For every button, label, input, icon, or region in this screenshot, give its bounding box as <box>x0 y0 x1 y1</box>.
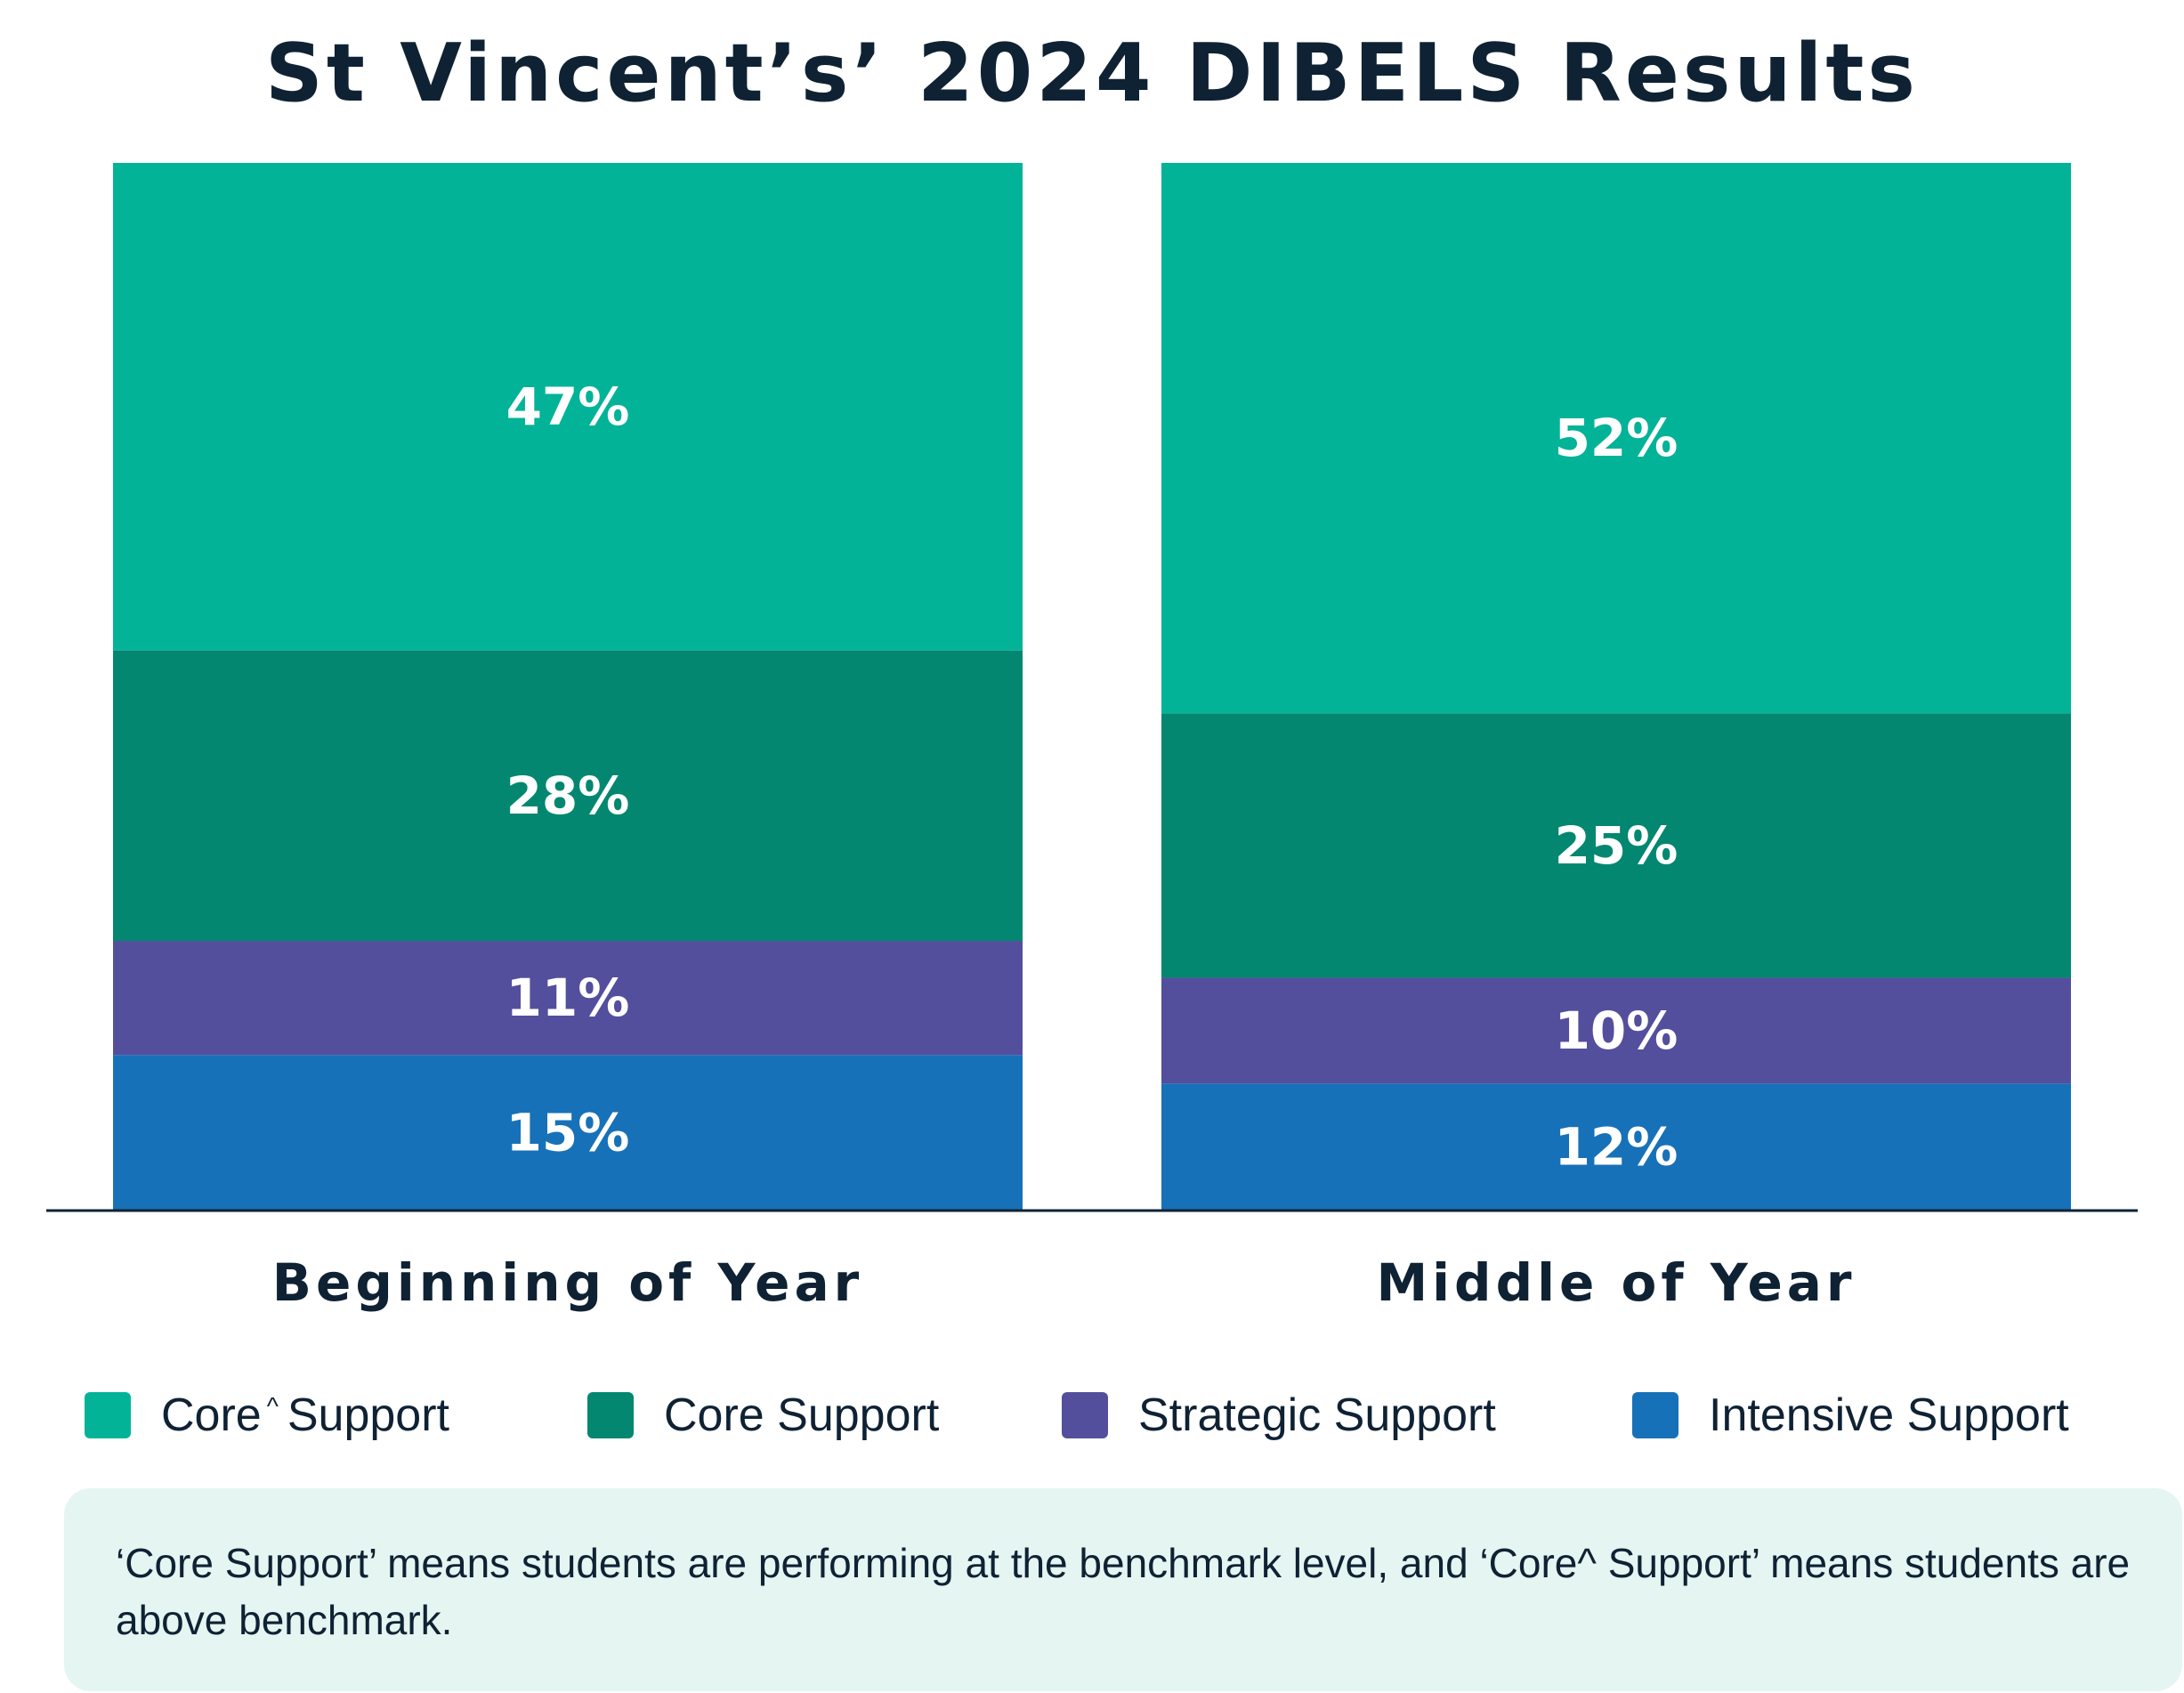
bar-segments: 15% 11% 28% 47% 12% 10% 25% 52% <box>113 163 2071 1211</box>
bar-segment <box>1161 163 2071 714</box>
legend-label-core-above: Core ^ Support <box>161 1389 449 1441</box>
category-label: Middle of Year <box>1376 1252 1856 1313</box>
bar-data-label: 52% <box>1555 408 1678 468</box>
bar-data-label: 25% <box>1555 815 1678 876</box>
bar-segment <box>113 163 1023 651</box>
legend-item-core: Core Support <box>587 1384 939 1446</box>
bar-segment <box>113 941 1023 1056</box>
footnote-box: ‘Core Support’ means students are perfor… <box>64 1488 2182 1691</box>
bar-segment <box>1161 1083 2071 1211</box>
legend-item-strategic: Strategic Support <box>1062 1384 1496 1446</box>
stacked-bar-chart: 15% 11% 28% 47% 12% 10% 25% 52% Beginning of Ye… <box>46 163 2138 1313</box>
category-labels: Beginning of Year Middle of Year <box>272 1252 1856 1313</box>
legend-item-intensive: Intensive Support <box>1632 1384 2069 1446</box>
bar-segment <box>1161 977 2071 1084</box>
legend-swatch-strategic <box>1062 1392 1108 1438</box>
legend-label-intensive: Intensive Support <box>1709 1389 2069 1441</box>
bar-data-label: 47% <box>506 377 630 437</box>
bar-data-label: 28% <box>506 765 630 826</box>
bar-data-label: 10% <box>1555 1000 1678 1061</box>
category-label: Beginning of Year <box>272 1252 863 1313</box>
legend-label-strategic: Strategic Support <box>1138 1389 1496 1441</box>
legend: Core ^ Support Core Support Strategic Supp… <box>0 1384 2184 1446</box>
legend-swatch-core <box>587 1392 634 1438</box>
footnote-text: ‘Core Support’ means students are perfor… <box>116 1540 2131 1643</box>
bar-segment <box>113 1055 1023 1211</box>
bar-data-label: 11% <box>506 968 630 1028</box>
legend-swatch-intensive <box>1632 1392 1678 1438</box>
bar-data-label: 15% <box>506 1103 630 1163</box>
legend-swatch-core-above <box>85 1392 131 1438</box>
legend-label-core: Core Support <box>664 1389 940 1441</box>
chart-title: St Vincent’s’ 2024 DIBELS Results <box>265 27 1919 120</box>
bar-segment <box>1161 713 2071 978</box>
bar-data-label: 12% <box>1555 1117 1678 1178</box>
bar-segment <box>113 650 1023 942</box>
legend-item-core-above: Core ^ Support <box>85 1384 449 1446</box>
